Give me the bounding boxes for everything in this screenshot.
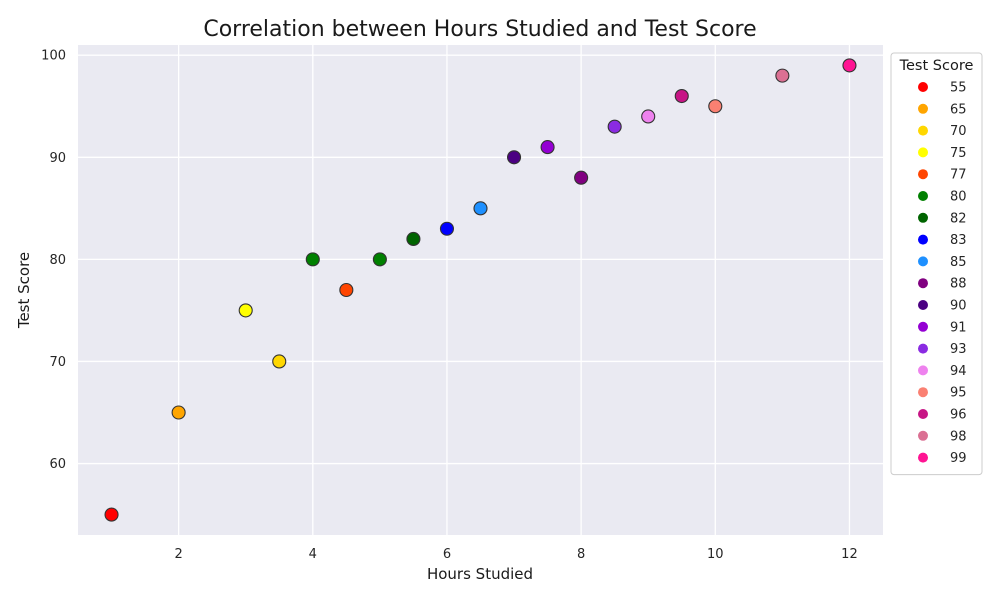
data-point [641,109,656,124]
legend-marker [918,409,928,419]
y-tick-label: 80 [49,253,66,268]
legend-label: 94 [950,364,967,379]
legend-marker [918,321,928,332]
chart-title: Correlation between Hours Studied and Te… [203,17,756,42]
legend-marker [918,430,928,441]
x-tick-label: 2 [174,547,182,562]
plot-area [78,45,883,535]
data-point [607,119,622,134]
legend-label: 98 [950,429,967,444]
data-point [506,150,522,165]
data-point [238,303,253,318]
y-tick-label: 70 [49,355,66,370]
legend-marker [918,343,928,354]
gridlines [78,45,883,535]
data-point [339,282,354,298]
legend-marker [918,147,928,158]
legend-label: 80 [950,190,967,205]
legend-marker [918,278,928,289]
legend-label: 88 [950,277,967,292]
legend-marker [918,212,928,223]
data-point [473,201,488,216]
legend-label: 91 [950,320,967,335]
legend-label: 70 [950,124,967,139]
legend-label: 83 [950,233,967,248]
legend-marker [918,256,928,267]
x-tick-label: 6 [443,547,451,562]
legend-label: 90 [950,299,967,314]
data-point [171,405,186,420]
legend-marker [918,387,928,398]
legend-marker [918,125,928,136]
data-point [272,354,287,369]
data-point [305,252,320,267]
y-tick-label: 100 [41,49,66,64]
data-points [104,58,857,522]
legend-label: 96 [950,408,967,423]
x-tick-label: 8 [577,547,585,562]
data-point [775,68,790,83]
legend-marker [918,365,928,376]
legend-marker [918,82,928,92]
legend-marker [918,103,928,114]
legend-marker [918,191,928,201]
legend-label: 65 [950,102,967,117]
legend-marker [918,452,928,463]
legend-label: 85 [950,255,967,270]
data-point [439,221,455,236]
legend-title: Test Score [899,58,974,74]
y-tick-label: 90 [49,151,66,166]
legend-label: 77 [950,168,967,183]
x-tick-label: 4 [309,547,317,562]
legend-label: 75 [950,146,967,161]
x-tick-label: 10 [707,547,724,562]
data-point [674,88,689,104]
legend-label: 55 [950,81,967,96]
data-point [406,231,421,247]
data-point [708,99,723,114]
legend-frame [890,52,983,476]
x-tick-label: 12 [841,547,858,562]
legend-marker [918,234,928,245]
x-axis-label: Hours Studied [427,565,533,583]
data-point [574,170,589,185]
x-axis-ticks: 2 4 6 8 10 12 [174,547,857,562]
legend-marker [918,300,928,310]
legend-label: 95 [950,386,967,401]
legend-items: 55 65 70 75 77 80 82 83 85 88 90 91 93 94 95 96 98 99 [918,81,967,466]
legend-label: 93 [950,342,967,357]
data-point [540,140,555,155]
legend-label: 99 [950,451,967,466]
legend-marker [918,169,928,180]
y-tick-label: 60 [49,457,66,472]
data-point [104,507,119,522]
legend: Test Score 55 65 70 75 77 80 82 83 85 88 90 91 93 94 9… [890,52,983,476]
y-axis-ticks: 60 70 80 90 100 [41,49,66,472]
y-axis-label: Test Score [15,252,33,329]
data-point [372,252,387,267]
legend-label: 82 [950,211,967,226]
plot-background [78,45,883,535]
data-point [842,58,857,73]
